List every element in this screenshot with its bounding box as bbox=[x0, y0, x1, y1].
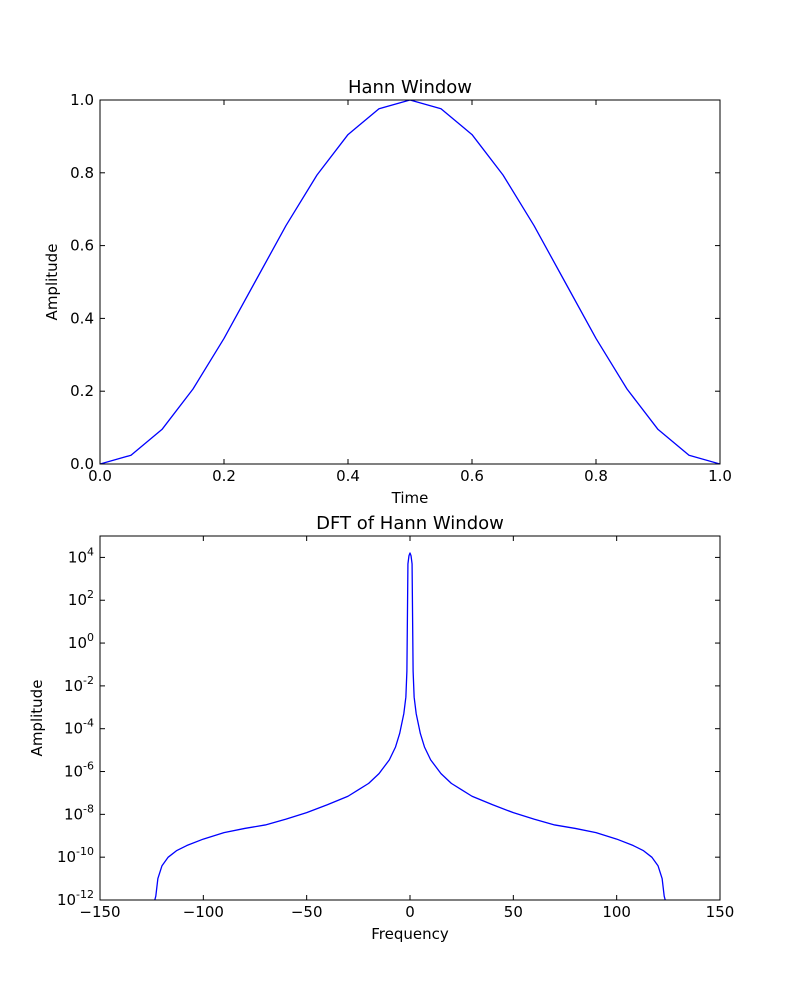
y-tick-label: 100 bbox=[68, 631, 94, 652]
y-tick-exponent: -8 bbox=[83, 802, 94, 815]
x-axis-label: Time bbox=[391, 489, 429, 507]
y-tick-base: 10 bbox=[64, 720, 83, 738]
y-tick-base: 10 bbox=[57, 848, 76, 866]
y-tick-label: 10-6 bbox=[64, 760, 94, 781]
x-tick-label: 0.4 bbox=[336, 467, 360, 485]
x-axis-ticks: 0.0 0.2 0.4 0.6 0.8 1.0 bbox=[88, 100, 732, 485]
y-tick-exponent: 4 bbox=[87, 545, 94, 558]
y-tick-label: 10-8 bbox=[64, 802, 94, 823]
series-line bbox=[154, 552, 666, 900]
plot-frame bbox=[99, 99, 721, 465]
x-tick-label: 100 bbox=[602, 903, 631, 921]
y-tick-exponent: -10 bbox=[76, 845, 94, 858]
y-tick-exponent: -12 bbox=[76, 888, 94, 901]
y-tick-label: 102 bbox=[68, 588, 94, 609]
y-axis-ticks: 0.0 0.2 0.4 0.6 0.8 1.0 bbox=[70, 91, 720, 473]
y-tick-base: 10 bbox=[64, 677, 83, 695]
x-tick-label: 1.0 bbox=[708, 467, 732, 485]
y-tick-label: 0.6 bbox=[70, 237, 94, 255]
x-tick-label: 0.2 bbox=[212, 467, 236, 485]
x-tick-label: 0.6 bbox=[460, 467, 484, 485]
y-axis-label: Amplitude bbox=[28, 680, 46, 757]
y-tick-label: 1.0 bbox=[70, 91, 94, 109]
y-tick-base: 10 bbox=[68, 634, 87, 652]
y-tick-base: 10 bbox=[57, 891, 76, 909]
x-axis-label: Frequency bbox=[371, 925, 449, 943]
chart-title: DFT of Hann Window bbox=[316, 513, 504, 534]
y-tick-label: 0.0 bbox=[70, 455, 94, 473]
x-tick-label: 150 bbox=[706, 903, 735, 921]
y-tick-label: 10-12 bbox=[57, 888, 94, 909]
hann-window-chart: Hann Window Time Amplitude 0.0 0.2 0.4 0.6 0… bbox=[43, 77, 732, 507]
series-line bbox=[100, 100, 720, 464]
y-tick-base: 10 bbox=[68, 548, 87, 566]
y-tick-label: 10-10 bbox=[57, 845, 94, 866]
y-tick-exponent: 0 bbox=[87, 631, 94, 644]
x-tick-label: 50 bbox=[504, 903, 523, 921]
y-tick-label: 10-2 bbox=[64, 674, 94, 695]
y-tick-label: 0.8 bbox=[70, 164, 94, 182]
y-tick-base: 10 bbox=[68, 591, 87, 609]
y-tick-label: 104 bbox=[68, 545, 94, 566]
y-tick-label: 0.2 bbox=[70, 382, 94, 400]
dft-hann-window-chart: DFT of Hann Window Frequency Amplitude −… bbox=[28, 513, 734, 943]
y-tick-exponent: -2 bbox=[83, 674, 94, 687]
y-tick-label: 10-4 bbox=[64, 717, 94, 738]
y-tick-base: 10 bbox=[64, 805, 83, 823]
x-tick-label: 0 bbox=[405, 903, 415, 921]
y-tick-exponent: -4 bbox=[83, 717, 94, 730]
x-tick-label: −50 bbox=[291, 903, 323, 921]
x-tick-label: −100 bbox=[183, 903, 224, 921]
y-tick-exponent: 2 bbox=[87, 588, 94, 601]
x-axis-ticks: −150 −100 −50 0 50 100 150 bbox=[79, 536, 734, 921]
y-axis-label: Amplitude bbox=[43, 244, 61, 321]
x-tick-label: 0.0 bbox=[88, 467, 112, 485]
y-tick-base: 10 bbox=[64, 763, 83, 781]
y-tick-exponent: -6 bbox=[83, 760, 94, 773]
x-tick-label: 0.8 bbox=[584, 467, 608, 485]
x-tick-label: −150 bbox=[79, 903, 120, 921]
chart-title: Hann Window bbox=[348, 77, 472, 98]
plot-area bbox=[99, 99, 721, 465]
y-tick-label: 0.4 bbox=[70, 309, 94, 327]
